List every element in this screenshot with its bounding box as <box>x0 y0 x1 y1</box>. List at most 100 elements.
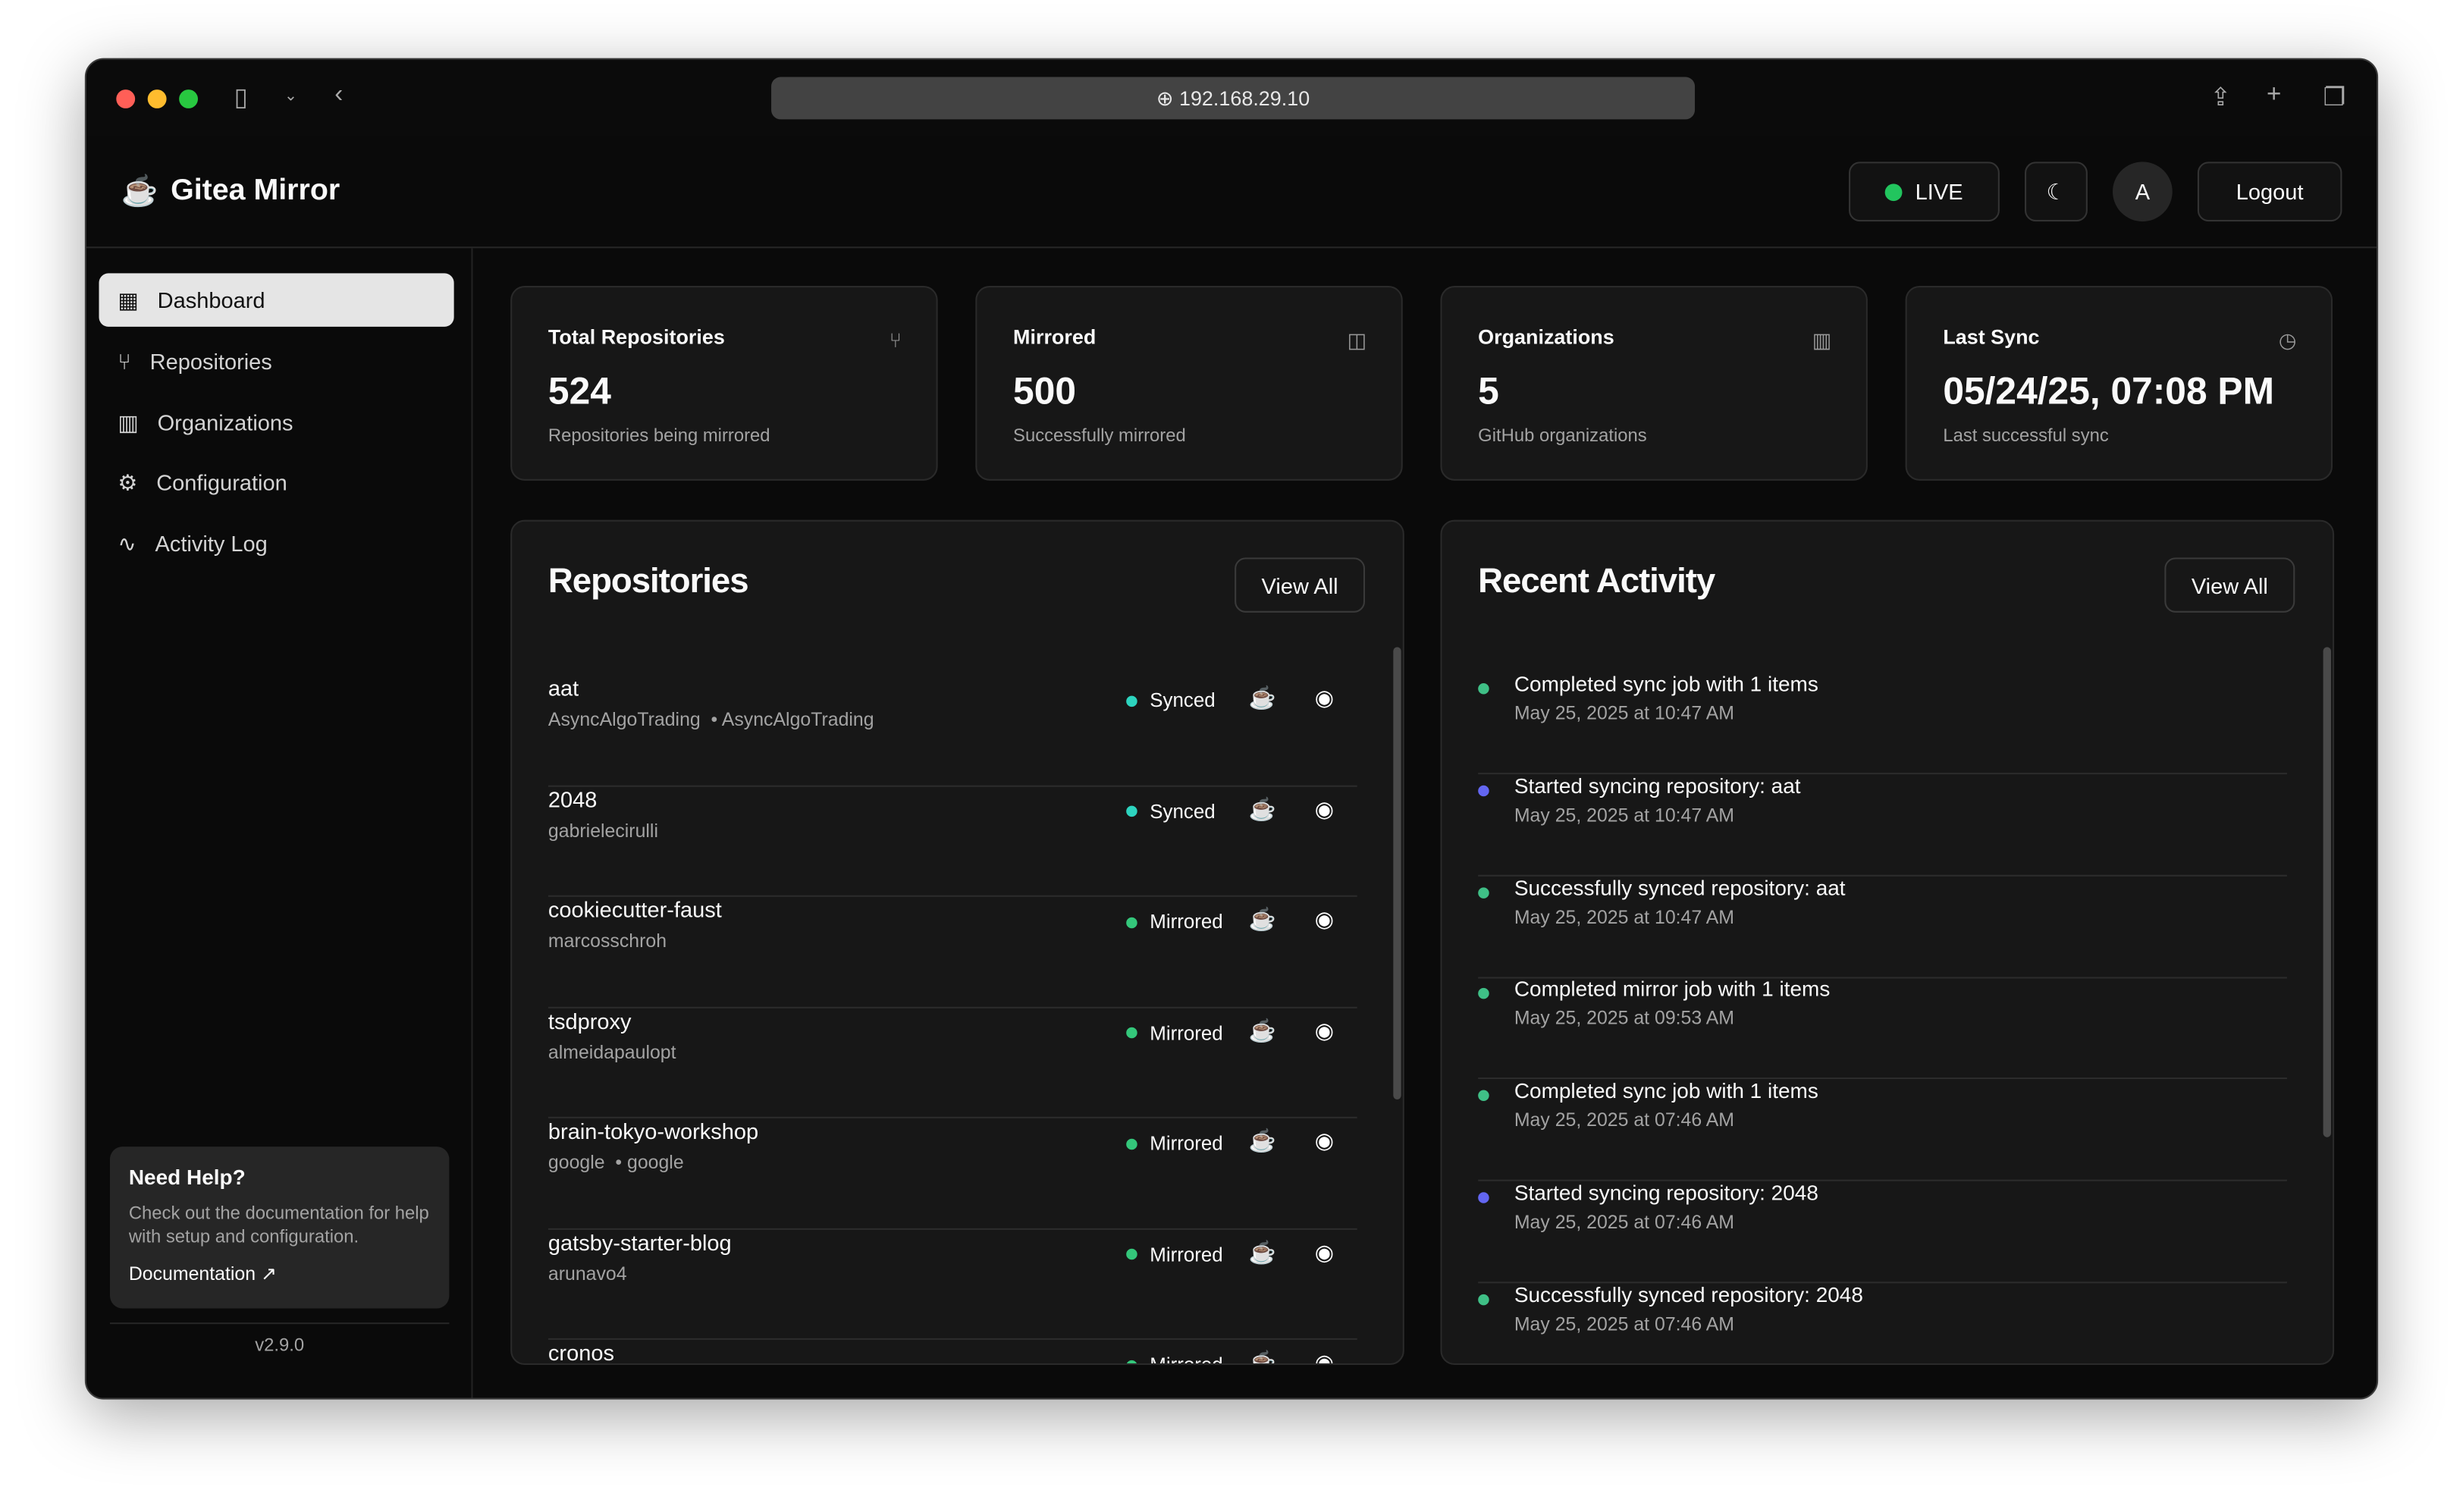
share-icon[interactable]: ⇪ <box>2210 84 2232 112</box>
building-icon: ▥ <box>1812 328 1832 352</box>
repository-name[interactable]: cookiecutter-faust <box>548 896 722 922</box>
activity-time: May 25, 2025 at 10:47 AM <box>1514 804 1735 827</box>
activity-message: Successfully synced repository: 2048 <box>1514 1282 1863 1307</box>
theme-toggle-button[interactable]: ☾ <box>2025 162 2088 222</box>
activity-title: Recent Activity <box>1478 560 1715 601</box>
github-icon[interactable]: ◉ <box>1314 1128 1335 1153</box>
gitea-icon[interactable]: ☕ <box>1248 906 1276 932</box>
repositories-view-all-button[interactable]: View All <box>1235 557 1366 613</box>
chevron-down-icon[interactable]: ⌄ <box>284 87 298 105</box>
activity-message: Completed sync job with 1 items <box>1514 672 1818 696</box>
repository-name[interactable]: 2048 <box>548 786 598 811</box>
activity-dot-icon <box>1478 785 1489 796</box>
repositories-scrollbar[interactable] <box>1393 647 1401 1099</box>
brand-logo[interactable]: ☕ Gitea Mirror <box>121 173 340 211</box>
status-dot-icon <box>1126 805 1137 817</box>
activity-message: Started syncing repository: aat <box>1514 773 1801 798</box>
repository-owner: almeidapaulopt <box>548 1040 676 1063</box>
repository-row[interactable]: 2048 gabrielecirulli Synced ☕ ◉ <box>548 786 1357 897</box>
sidebar-item-dashboard[interactable]: ▦ Dashboard <box>99 273 454 327</box>
github-icon[interactable]: ◉ <box>1314 1017 1335 1043</box>
github-icon[interactable]: ◉ <box>1314 1349 1335 1366</box>
repository-name[interactable]: gatsby-starter-blog <box>548 1228 732 1255</box>
repositories-panel: Repositories View All aat AsyncAlgoTradi… <box>510 519 1404 1366</box>
gitea-icon[interactable]: ☕ <box>1248 795 1276 821</box>
back-icon[interactable]: ‹ <box>334 81 344 108</box>
repository-owner: google <box>548 1151 605 1174</box>
status-badge: Synced <box>1126 689 1216 711</box>
repository-owner: AsyncAlgoTrading <box>548 708 701 731</box>
activity-dot-icon <box>1478 1090 1489 1102</box>
sidebar-item-organizations[interactable]: ▥ Organizations <box>118 409 293 435</box>
activity-time: May 25, 2025 at 07:46 AM <box>1514 1211 1735 1234</box>
live-indicator-button[interactable]: LIVE <box>1849 162 2000 222</box>
gitea-icon[interactable]: ☕ <box>1248 1238 1276 1264</box>
avatar[interactable]: A <box>2113 162 2173 222</box>
status-dot-icon <box>1126 916 1137 928</box>
repository-name[interactable]: tsdproxy <box>548 1007 632 1033</box>
url-bar[interactable]: ⊕ 192.168.29.10 <box>771 77 1696 120</box>
activity-icon: ∿ <box>118 530 136 556</box>
activity-item: Completed mirror job with 1 items May 25… <box>1478 977 2287 1080</box>
stat-title: Total Repositories <box>548 325 725 349</box>
version-label: v2.9.0 <box>255 1336 305 1356</box>
activity-item: Completed sync job with 1 items May 25, … <box>1478 673 2287 775</box>
repository-row[interactable]: brain-tokyo-workshop google • google Mir… <box>548 1118 1357 1229</box>
main-content: Total Repositories ⑂ 524 Repositories be… <box>472 248 2377 1398</box>
gitea-icon[interactable]: ☕ <box>1248 1128 1276 1153</box>
github-icon[interactable]: ◉ <box>1314 906 1335 932</box>
gitea-icon[interactable]: ☕ <box>1248 685 1276 711</box>
repository-organization: AsyncAlgoTrading <box>721 708 874 731</box>
repository-row[interactable]: cookiecutter-faust marcosschroh Mirrored… <box>548 897 1357 1008</box>
github-icon[interactable]: ◉ <box>1314 685 1335 711</box>
activity-dot-icon <box>1478 886 1489 898</box>
repository-name[interactable]: aat <box>548 675 579 701</box>
close-window-button[interactable] <box>116 89 136 108</box>
stat-card: Total Repositories ⑂ 524 Repositories be… <box>510 285 938 481</box>
status-badge: Mirrored <box>1126 911 1223 933</box>
sidebar-item-activity-log[interactable]: ∿ Activity Log <box>118 530 268 557</box>
repository-name[interactable]: brain-tokyo-workshop <box>548 1118 759 1143</box>
gitea-icon[interactable]: ☕ <box>1248 1017 1276 1043</box>
app-header: ☕ Gitea Mirror LIVE ☾ A Logout <box>86 136 2377 249</box>
logout-button[interactable]: Logout <box>2197 162 2342 222</box>
activity-view-all-button[interactable]: View All <box>2164 557 2295 613</box>
help-card: Need Help? Check out the documentation f… <box>109 1147 450 1309</box>
clock-icon: ◷ <box>2278 328 2297 352</box>
activity-scrollbar[interactable] <box>2323 647 2331 1137</box>
stat-title: Organizations <box>1478 325 1614 349</box>
repository-owner: marcosschroh <box>548 930 667 952</box>
activity-dot-icon <box>1478 1294 1489 1305</box>
building-icon: ▥ <box>118 409 139 434</box>
activity-time: May 25, 2025 at 09:53 AM <box>1514 1007 1735 1030</box>
sidebar-item-repositories[interactable]: ⑂ Repositories <box>118 348 272 374</box>
git-fork-icon: ⑂ <box>889 328 902 352</box>
github-icon[interactable]: ◉ <box>1314 1238 1335 1264</box>
moon-icon: ☾ <box>2046 178 2066 204</box>
gitea-logo-icon: ☕ <box>121 175 158 209</box>
repository-row[interactable]: gatsby-starter-blog arunavo4 Mirrored ☕ … <box>548 1229 1357 1340</box>
repository-row[interactable]: aat AsyncAlgoTrading • AsyncAlgoTrading … <box>548 676 1357 786</box>
github-icon[interactable]: ◉ <box>1314 795 1335 821</box>
documentation-link[interactable]: Documentation ↗ <box>128 1263 277 1285</box>
repository-row[interactable]: cronos Mirrored ☕ ◉ <box>548 1339 1357 1366</box>
repository-row[interactable]: tsdproxy almeidapaulopt Mirrored ☕ ◉ <box>548 1008 1357 1118</box>
tabs-overview-icon[interactable]: ❐ <box>2323 84 2346 112</box>
activity-dot-icon <box>1478 683 1489 695</box>
gitea-icon[interactable]: ☕ <box>1248 1349 1276 1366</box>
browser-window: ▯ ⌄ ‹ ⊕ 192.168.29.10 ⇪ + ❐ ☕ Gitea Mirro… <box>84 58 2379 1400</box>
stat-value: 500 <box>1013 370 1077 413</box>
sidebar-item-configuration[interactable]: ⚙ Configuration <box>118 469 287 495</box>
sidebar-toggle-icon[interactable]: ▯ <box>234 84 248 112</box>
stat-title: Mirrored <box>1013 325 1097 349</box>
globe-icon: ⊕ <box>1156 86 1179 110</box>
gear-icon: ⚙ <box>118 469 138 494</box>
minimize-window-button[interactable] <box>147 89 167 108</box>
stat-value: 524 <box>548 370 611 413</box>
new-tab-icon[interactable]: + <box>2267 81 2282 108</box>
external-link-icon: ↗ <box>260 1263 277 1285</box>
status-badge: Mirrored <box>1126 1244 1223 1266</box>
stat-card: Mirrored ◫ 500 Successfully mirrored <box>975 285 1403 481</box>
repository-name[interactable]: cronos <box>548 1339 614 1366</box>
maximize-window-button[interactable] <box>179 89 198 108</box>
